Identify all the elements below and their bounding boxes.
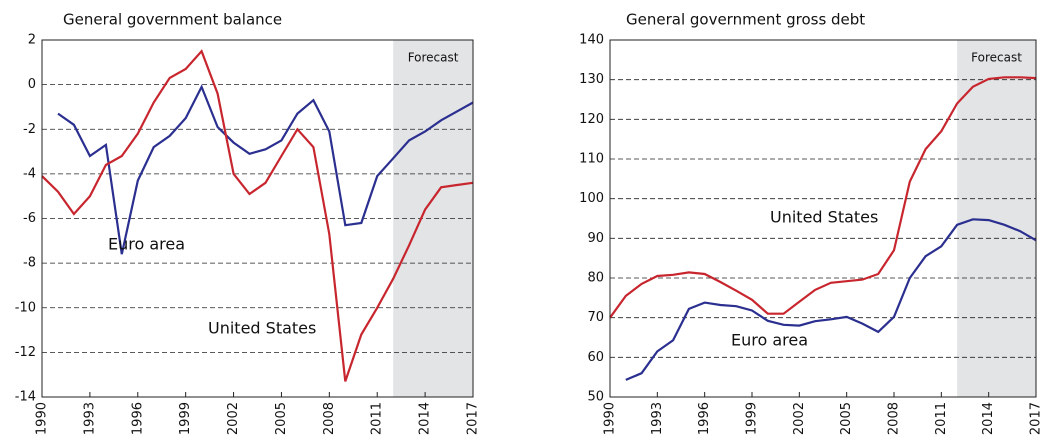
plot-frame — [609, 39, 1037, 398]
y-tick-label: -10 — [15, 300, 36, 315]
x-tick-label: 1999 — [178, 402, 193, 435]
y-tick-label: 100 — [579, 191, 604, 206]
x-tick-label: 1996 — [130, 402, 145, 435]
series-line — [41, 49, 474, 382]
forecast-shade — [957, 40, 1036, 397]
y-tick-label: -12 — [15, 345, 36, 360]
x-tick-label: 1990 — [35, 402, 50, 435]
x-tick-label: 2017 — [466, 402, 481, 435]
y-tick-label: -2 — [23, 122, 36, 137]
y-tick-label: 70 — [587, 310, 604, 325]
y-tick-label: 120 — [579, 112, 604, 127]
plot-frame — [41, 39, 474, 398]
x-tick-label: 1990 — [603, 402, 618, 435]
y-tick-label: 90 — [587, 231, 604, 246]
series-label: United States — [770, 208, 878, 227]
y-tick-label: 130 — [579, 72, 604, 87]
chart-title: General government gross debt — [626, 11, 865, 29]
series-line — [609, 76, 1037, 319]
x-tick-label: 1993 — [82, 402, 97, 435]
x-tick-label: 2008 — [887, 402, 902, 435]
y-tick-label: 2 — [28, 33, 36, 48]
x-tick-label: 1996 — [697, 402, 712, 435]
x-tick-label: 2011 — [934, 402, 949, 435]
x-tick-label: 1993 — [650, 402, 665, 435]
x-tick-label: 2005 — [839, 402, 854, 435]
forecast-label: Forecast — [408, 51, 459, 65]
x-tick-label: 2002 — [792, 402, 807, 435]
y-tick-label: -6 — [23, 211, 36, 226]
y-tick-label: -4 — [23, 166, 36, 181]
series-label: Euro area — [731, 331, 808, 350]
series-line — [625, 218, 1037, 381]
x-tick-label: 2002 — [226, 402, 241, 435]
x-tick-label: 2005 — [274, 402, 289, 435]
forecast-label: Forecast — [971, 51, 1022, 65]
y-tick-label: -14 — [15, 390, 36, 405]
x-tick-label: 2017 — [1029, 402, 1044, 435]
series-line — [57, 84, 474, 255]
x-tick-label: 2011 — [370, 402, 385, 435]
y-tick-label: 140 — [579, 33, 604, 48]
series-label: United States — [208, 319, 316, 338]
y-tick-label: 50 — [587, 390, 604, 405]
y-tick-label: 60 — [587, 350, 604, 365]
series-label: Euro area — [108, 235, 185, 254]
x-tick-label: 2008 — [322, 402, 337, 435]
x-tick-label: 2014 — [981, 402, 996, 435]
x-tick-label: 2014 — [418, 402, 433, 435]
y-tick-label: 80 — [587, 271, 604, 286]
x-tick-label: 1999 — [745, 402, 760, 435]
y-tick-label: 110 — [579, 152, 604, 167]
y-tick-label: 0 — [28, 77, 36, 92]
chart-title: General government balance — [63, 11, 282, 29]
y-tick-label: -8 — [23, 256, 36, 271]
